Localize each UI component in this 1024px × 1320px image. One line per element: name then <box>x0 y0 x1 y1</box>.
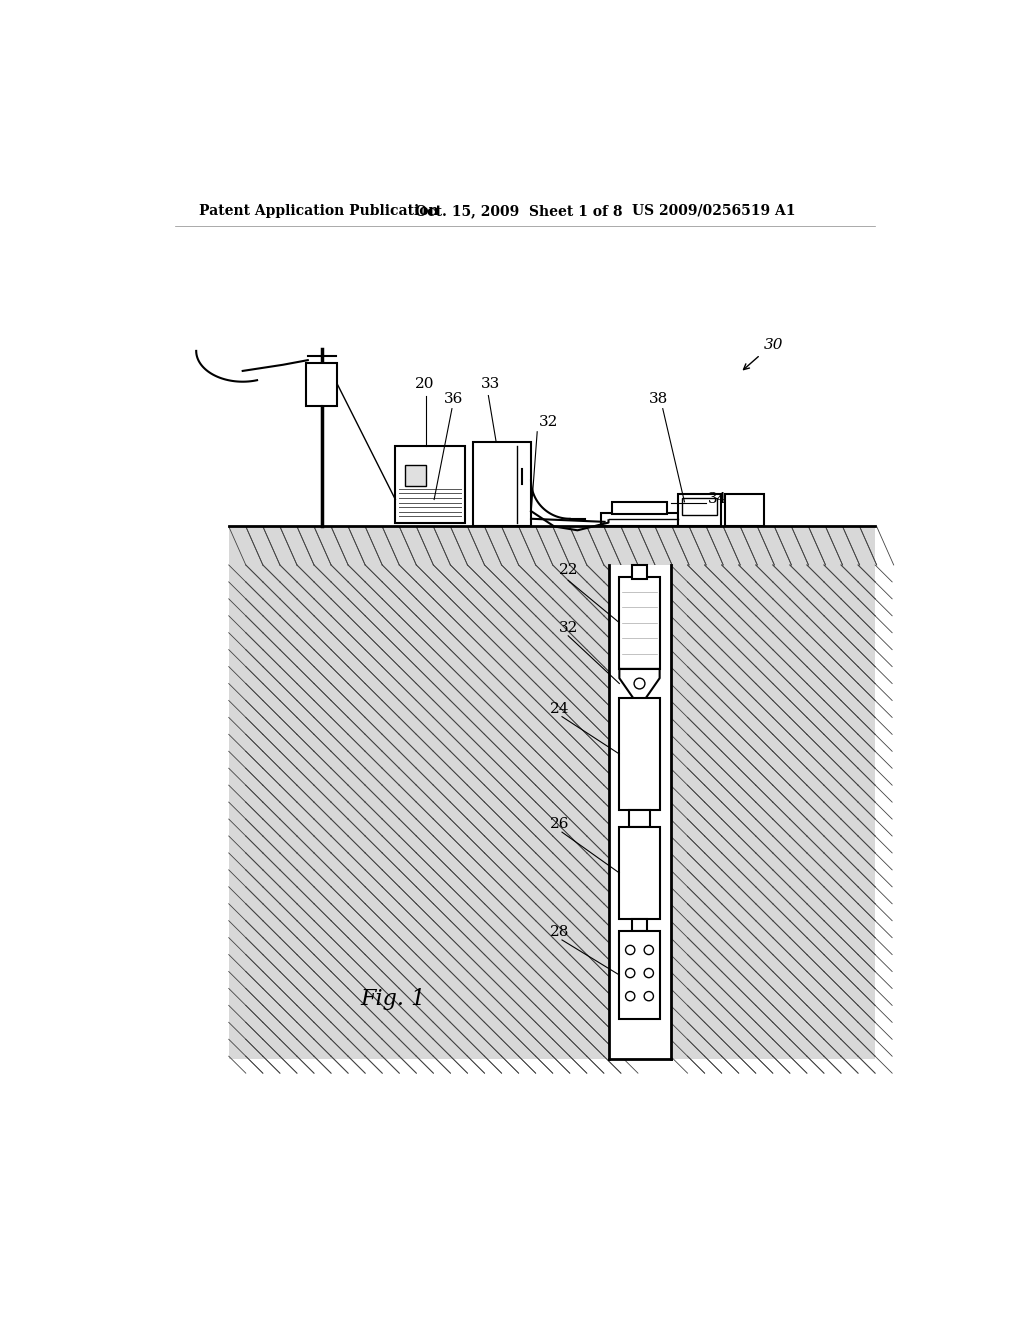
Text: 24: 24 <box>550 702 570 715</box>
Bar <box>682 498 717 515</box>
Bar <box>612 502 667 515</box>
Bar <box>395 446 465 523</box>
Text: 32: 32 <box>539 416 558 429</box>
Text: Oct. 15, 2009  Sheet 1 of 8: Oct. 15, 2009 Sheet 1 of 8 <box>415 203 623 218</box>
Text: 33: 33 <box>480 378 500 391</box>
Bar <box>601 512 678 527</box>
Text: US 2009/0256519 A1: US 2009/0256519 A1 <box>632 203 796 218</box>
Circle shape <box>626 969 635 978</box>
Bar <box>671 565 876 1059</box>
Bar <box>632 565 647 578</box>
Bar <box>228 565 608 1059</box>
Bar <box>725 494 764 527</box>
Text: 34: 34 <box>708 492 727 507</box>
Circle shape <box>626 991 635 1001</box>
Bar <box>620 826 659 919</box>
Bar <box>620 577 659 669</box>
Bar <box>228 527 876 565</box>
Bar <box>629 810 650 826</box>
Text: 36: 36 <box>444 392 464 407</box>
Circle shape <box>634 678 645 689</box>
Bar <box>473 442 531 527</box>
Bar <box>678 494 721 527</box>
Circle shape <box>644 969 653 978</box>
Bar <box>632 919 647 931</box>
Text: 38: 38 <box>649 392 668 407</box>
Text: 22: 22 <box>559 564 579 577</box>
Bar <box>620 698 659 810</box>
Bar <box>404 465 426 487</box>
Bar <box>608 565 671 1059</box>
Circle shape <box>626 945 635 954</box>
Text: 20: 20 <box>415 378 434 391</box>
Circle shape <box>644 991 653 1001</box>
Text: 32: 32 <box>559 620 579 635</box>
Text: 30: 30 <box>764 338 783 352</box>
Text: Patent Application Publication: Patent Application Publication <box>200 203 439 218</box>
Circle shape <box>644 945 653 954</box>
Text: 28: 28 <box>550 925 569 939</box>
Polygon shape <box>620 669 659 698</box>
Text: Fig. 1: Fig. 1 <box>360 989 426 1010</box>
Bar <box>620 931 659 1019</box>
Bar <box>306 363 337 405</box>
Text: 26: 26 <box>550 817 570 832</box>
